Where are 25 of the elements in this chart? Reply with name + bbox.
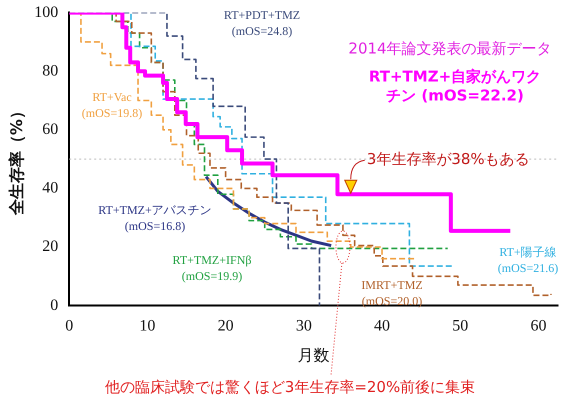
text: RT+TMZ+自家がんワクチン (mOS=22.2): [368, 67, 542, 104]
text: RT+PDT+TMZ (mOS=24.8): [224, 8, 300, 38]
x-tick-label: 60: [530, 317, 546, 334]
x-tick-label: 50: [452, 317, 468, 334]
y-tick-label: 40: [42, 180, 58, 197]
x-tick-label: 40: [374, 317, 390, 334]
annotation: 3年生存率が38%もある: [366, 150, 530, 168]
y-tick-label: 80: [42, 62, 58, 80]
series-label: IMRT+TMZ (mOS=20.0): [361, 278, 423, 308]
series-label: RT+Vac (mOS=19.8): [82, 90, 142, 120]
y-tick-label: 60: [42, 121, 58, 138]
x-tick-label: 10: [139, 317, 156, 334]
y-tick-label: 100: [34, 4, 58, 21]
x-tick-label: 30: [296, 317, 312, 334]
y-tick-label: 20: [42, 238, 58, 256]
x-tick-label: 20: [218, 317, 234, 334]
text: RT+TMZ+IFNβ (mOS=19.9): [172, 253, 252, 284]
y-axis-title: 全生存率（%）: [6, 103, 26, 216]
text: RT+陽子線 (mOS=21.6): [498, 245, 558, 276]
annotation: 2014年論文発表の最新データ: [348, 39, 552, 58]
series-label: RT+TMZ+アバスチン (mOS=16.8): [98, 203, 212, 234]
y-tick-label: 0: [50, 296, 58, 314]
x-axis-title: 月数: [298, 346, 330, 365]
text: 他の臨床試験では驚くほど3年生存率=20%前後に集束: [104, 378, 476, 396]
x-tick-label: 0: [65, 317, 74, 334]
